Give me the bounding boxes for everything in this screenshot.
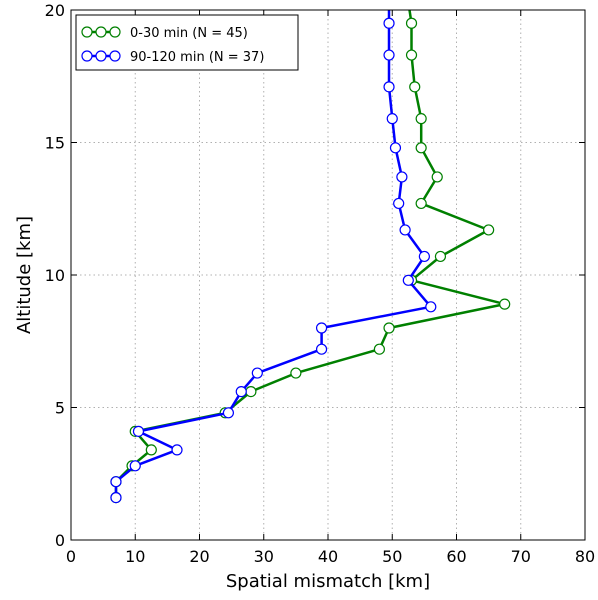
series-1-point bbox=[383, 322, 395, 334]
x-tick-label: 10 bbox=[125, 547, 145, 566]
series-1-line bbox=[114, 10, 506, 498]
ticks: 0 10 20 30 40 50 60 70 80 0 5 10 15 20 bbox=[45, 1, 596, 566]
series-2-point bbox=[399, 224, 411, 236]
x-tick-label: 80 bbox=[575, 547, 595, 566]
series-2-point bbox=[386, 113, 398, 125]
x-tick-label: 30 bbox=[254, 547, 274, 566]
series-1-point bbox=[415, 197, 427, 210]
series-1-point bbox=[431, 171, 443, 183]
series-2-point bbox=[132, 425, 145, 437]
series-1-point bbox=[405, 49, 418, 61]
series-2-point bbox=[425, 301, 437, 313]
series-1-point bbox=[405, 17, 418, 29]
x-tick-label: 70 bbox=[511, 547, 531, 566]
series-2-point bbox=[396, 171, 408, 183]
series-2-legend-marker bbox=[81, 50, 93, 62]
series-2-point bbox=[393, 197, 405, 210]
series-layer bbox=[110, 0, 511, 504]
x-tick-label: 50 bbox=[382, 547, 402, 566]
y-axis-title: Altitude [km] bbox=[14, 216, 35, 334]
series-2-point bbox=[171, 444, 183, 456]
series-1-point bbox=[373, 343, 385, 355]
series-2-point bbox=[383, 81, 395, 93]
y-tick-label: 0 bbox=[55, 531, 65, 550]
series-2-point bbox=[315, 343, 328, 355]
series-2-point bbox=[402, 274, 414, 286]
legend: 0-30 min (N = 45) 90-120 min (N = 37) bbox=[75, 14, 299, 71]
series-2-point bbox=[235, 386, 247, 398]
series-1-legend-label: 0-30 min (N = 45) bbox=[130, 26, 248, 41]
series-2-legend-marker bbox=[109, 50, 121, 62]
series-1-point bbox=[403, 0, 413, 7]
series-1-legend-marker bbox=[95, 26, 107, 38]
x-tick-label: 40 bbox=[318, 547, 338, 566]
x-tick-label: 0 bbox=[66, 547, 76, 566]
x-tick-label: 60 bbox=[446, 547, 466, 566]
y-tick-label: 10 bbox=[45, 266, 65, 285]
series-2-legend-label: 90-120 min (N = 37) bbox=[130, 50, 264, 65]
series-1-legend-marker bbox=[109, 26, 121, 38]
series-2-point bbox=[110, 492, 122, 504]
x-tick-label: 20 bbox=[189, 547, 209, 566]
series-1-point bbox=[434, 250, 447, 263]
series-2-point bbox=[383, 49, 395, 61]
y-tick-label: 15 bbox=[45, 134, 65, 153]
y-tick-label: 5 bbox=[55, 399, 65, 418]
y-tick-label: 20 bbox=[45, 1, 65, 20]
series-2-point bbox=[389, 142, 402, 154]
series-1-point bbox=[483, 224, 495, 236]
x-axis-title: Spatial mismatch [km] bbox=[226, 571, 430, 592]
series-1-legend-marker bbox=[81, 26, 93, 38]
grid bbox=[71, 10, 585, 540]
series-2-legend-marker bbox=[95, 50, 107, 62]
series-1-point bbox=[415, 142, 427, 154]
series-1-point bbox=[145, 444, 157, 456]
series-2-point bbox=[110, 476, 122, 488]
series-1-point bbox=[245, 386, 257, 398]
series-2-line bbox=[114, 10, 433, 498]
series-2-point bbox=[222, 407, 235, 419]
series-1-point bbox=[415, 113, 427, 125]
series-2-point bbox=[315, 322, 328, 334]
series-1-point bbox=[499, 298, 511, 310]
series-1-point bbox=[409, 81, 421, 93]
series-1-point bbox=[290, 367, 302, 379]
series-2-point bbox=[251, 367, 263, 379]
series-2-point bbox=[384, 0, 394, 7]
series-2-point bbox=[383, 17, 395, 29]
series-2-point bbox=[129, 460, 141, 472]
series-2-point bbox=[418, 250, 430, 263]
